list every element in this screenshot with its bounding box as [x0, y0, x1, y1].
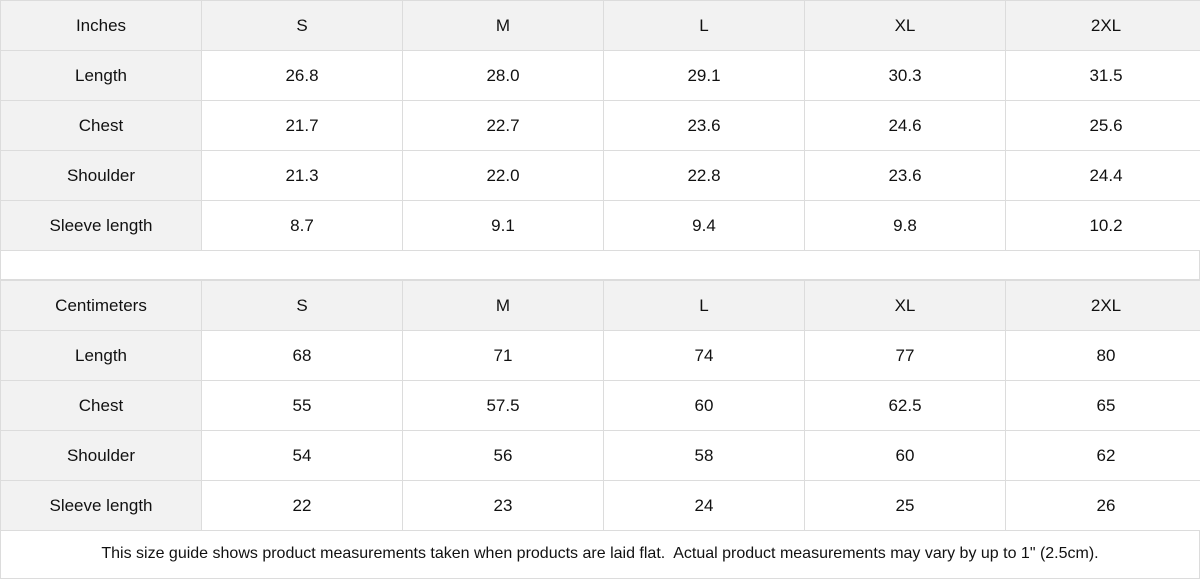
measurement-cell: 23.6: [804, 150, 1006, 201]
measurement-cell: 56: [402, 430, 604, 481]
table-row: Chest 55 57.5 60 62.5 65: [0, 380, 1200, 431]
measurement-cell: 8.7: [201, 200, 403, 251]
measurement-cell: 25: [804, 480, 1006, 531]
measurement-cell: 26.8: [201, 50, 403, 101]
table-row: Sleeve length 8.7 9.1 9.4 9.8 10.2: [0, 200, 1200, 251]
table-spacer: [0, 250, 1200, 280]
measurement-cell: 22.8: [603, 150, 805, 201]
row-label-cell: Centimeters: [0, 280, 202, 331]
row-label-cell: Sleeve length: [0, 200, 202, 251]
size-header-cell: L: [603, 0, 805, 51]
row-label-cell: Length: [0, 50, 202, 101]
centimeters-size-table: Centimeters S M L XL 2XL Length 68 71 74 77 80 Chest…: [0, 280, 1200, 531]
measurement-cell: 57.5: [402, 380, 604, 431]
table-row: Length 26.8 28.0 29.1 30.3 31.5: [0, 50, 1200, 101]
row-label-cell: Chest: [0, 380, 202, 431]
measurement-cell: 23.6: [603, 100, 805, 151]
size-header-cell: XL: [804, 0, 1006, 51]
measurement-cell: 21.3: [201, 150, 403, 201]
measurement-cell: 30.3: [804, 50, 1006, 101]
measurement-cell: 24: [603, 480, 805, 531]
measurement-cell: 62: [1005, 430, 1200, 481]
measurement-cell: 23: [402, 480, 604, 531]
measurement-cell: 22.0: [402, 150, 604, 201]
measurement-cell: 65: [1005, 380, 1200, 431]
measurement-cell: 24.6: [804, 100, 1006, 151]
row-label-cell: Chest: [0, 100, 202, 151]
table-header-row: Centimeters S M L XL 2XL: [0, 280, 1200, 331]
row-label-cell: Shoulder: [0, 150, 202, 201]
measurement-cell: 29.1: [603, 50, 805, 101]
measurement-cell: 9.1: [402, 200, 604, 251]
table-row: Chest 21.7 22.7 23.6 24.6 25.6: [0, 100, 1200, 151]
table-row: Length 68 71 74 77 80: [0, 330, 1200, 381]
size-guide-note: This size guide shows product measuremen…: [0, 530, 1200, 579]
size-header-cell: S: [201, 0, 403, 51]
measurement-cell: 71: [402, 330, 604, 381]
size-header-cell: S: [201, 280, 403, 331]
measurement-cell: 26: [1005, 480, 1200, 531]
measurement-cell: 68: [201, 330, 403, 381]
size-header-cell: 2XL: [1005, 280, 1200, 331]
size-header-cell: M: [402, 280, 604, 331]
row-label-cell: Inches: [0, 0, 202, 51]
measurement-cell: 22: [201, 480, 403, 531]
measurement-cell: 58: [603, 430, 805, 481]
table-row: Shoulder 21.3 22.0 22.8 23.6 24.4: [0, 150, 1200, 201]
measurement-cell: 10.2: [1005, 200, 1200, 251]
measurement-cell: 55: [201, 380, 403, 431]
measurement-cell: 25.6: [1005, 100, 1200, 151]
table-row: Shoulder 54 56 58 60 62: [0, 430, 1200, 481]
inches-size-table: Inches S M L XL 2XL Length 26.8 28.0 29.1 30.3 31.5…: [0, 0, 1200, 251]
measurement-cell: 62.5: [804, 380, 1006, 431]
size-header-cell: 2XL: [1005, 0, 1200, 51]
measurement-cell: 60: [804, 430, 1006, 481]
size-header-cell: L: [603, 280, 805, 331]
measurement-cell: 9.4: [603, 200, 805, 251]
measurement-cell: 80: [1005, 330, 1200, 381]
measurement-cell: 31.5: [1005, 50, 1200, 101]
row-label-cell: Length: [0, 330, 202, 381]
measurement-cell: 74: [603, 330, 805, 381]
measurement-cell: 60: [603, 380, 805, 431]
measurement-cell: 22.7: [402, 100, 604, 151]
measurement-cell: 54: [201, 430, 403, 481]
row-label-cell: Shoulder: [0, 430, 202, 481]
measurement-cell: 24.4: [1005, 150, 1200, 201]
table-header-row: Inches S M L XL 2XL: [0, 0, 1200, 51]
size-header-cell: XL: [804, 280, 1006, 331]
row-label-cell: Sleeve length: [0, 480, 202, 531]
size-header-cell: M: [402, 0, 604, 51]
measurement-cell: 77: [804, 330, 1006, 381]
measurement-cell: 28.0: [402, 50, 604, 101]
table-row: Sleeve length 22 23 24 25 26: [0, 480, 1200, 531]
measurement-cell: 21.7: [201, 100, 403, 151]
measurement-cell: 9.8: [804, 200, 1006, 251]
